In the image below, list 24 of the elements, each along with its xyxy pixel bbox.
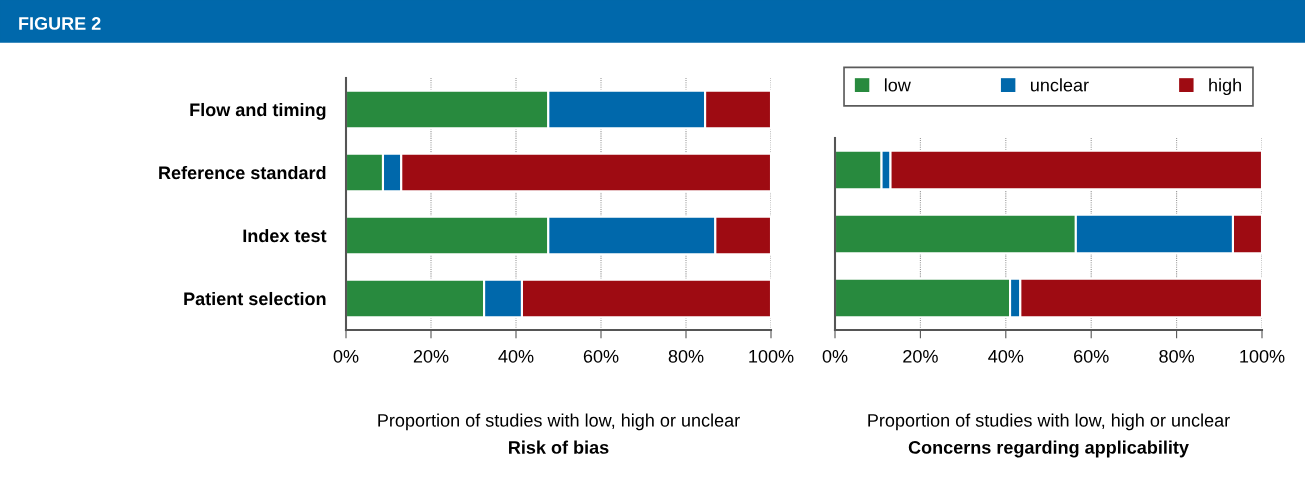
legend-label: high: [1209, 78, 1241, 96]
legend-label: low: [884, 78, 911, 92]
y-tick-label: Index test: [243, 228, 327, 243]
x-tick-label: 40%: [498, 349, 534, 363]
x-tick-label: 80%: [1159, 349, 1195, 363]
legend-label: unclear: [1030, 78, 1089, 92]
x-tick-label: 40%: [988, 349, 1024, 363]
text: FIGURE 2: [19, 17, 101, 30]
x-tick-label: 80%: [668, 349, 704, 363]
x-tick-label: 60%: [1074, 349, 1109, 363]
x-tick-label: 60%: [583, 349, 619, 363]
y-tick-label: Flow and timing: [190, 102, 326, 120]
text: Risk of bias: [509, 440, 609, 454]
y-tick-label: Reference standard: [159, 165, 326, 180]
x-axis-title: Proportion of studies with low, high or unclear: [868, 413, 1230, 431]
x-tick-label: 0%: [333, 349, 359, 363]
x-tick-label: 20%: [413, 349, 449, 363]
x-axis-title: Proportion of studies with low, high or unclear: [378, 413, 740, 431]
y-tick-label: Patient selection: [184, 291, 326, 306]
text: Concerns regarding applicability: [908, 440, 1189, 458]
x-tick-label: 100%: [1240, 349, 1285, 363]
x-tick-label: 0%: [822, 349, 848, 363]
x-tick-label: 100%: [749, 349, 794, 363]
x-tick-label: 20%: [903, 349, 938, 363]
